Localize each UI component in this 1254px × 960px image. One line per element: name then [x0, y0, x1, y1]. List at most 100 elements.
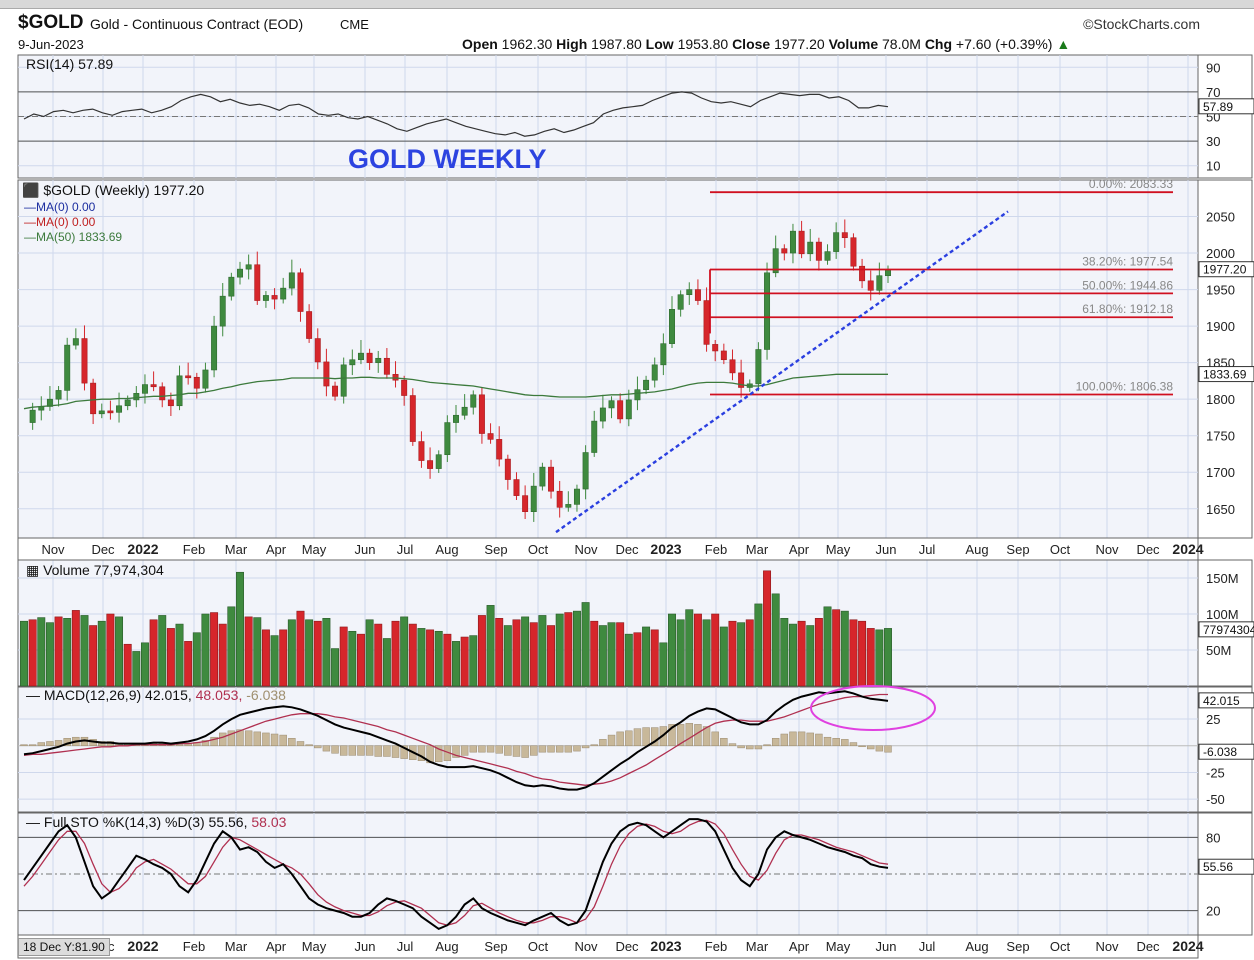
macd-histogram-bar: [331, 745, 339, 754]
candle: [807, 241, 814, 255]
volume-bar: [676, 619, 685, 687]
macd-histogram-bar: [262, 732, 270, 747]
macd-histogram-bar: [555, 745, 564, 753]
candle: [435, 454, 442, 469]
candle: [513, 479, 520, 496]
volume-bar: [417, 628, 426, 687]
chart-date: 9-Jun-2023: [18, 37, 84, 52]
macd-histogram-bar: [633, 728, 642, 747]
x-tick-label: Mar: [225, 542, 248, 557]
x-tick-label: May: [302, 939, 327, 954]
volume-label: Volume: [828, 36, 879, 52]
candle: [634, 389, 641, 401]
macd-histogram-bar: [365, 745, 374, 756]
candle: [453, 414, 459, 423]
candle: [29, 409, 36, 423]
macd-signal-value: 48.053,: [196, 687, 247, 703]
top-strip: [0, 0, 1254, 9]
sto-last-value: 55.56: [1203, 860, 1233, 874]
candle: [608, 400, 615, 409]
candle: [297, 272, 304, 312]
x-tick-label: Feb: [183, 939, 205, 954]
rsi-legend: RSI(14) 57.89: [26, 56, 113, 72]
volume-bar: [702, 619, 711, 687]
volume-bar: [28, 619, 37, 687]
candle: [116, 405, 123, 413]
volume-bar: [184, 641, 193, 687]
candle: [686, 289, 693, 296]
macd-histogram-bar: [175, 744, 184, 747]
candle: [729, 359, 736, 374]
price-last-value-box: [1198, 261, 1254, 278]
macd-histogram-bar: [357, 745, 365, 756]
high-value: 1987.80: [591, 36, 642, 52]
volume-bar: [452, 641, 460, 687]
macd-histogram-bar: [780, 733, 789, 747]
volume-bar: [685, 609, 694, 687]
sto-d-value: 58.03: [251, 814, 286, 830]
candle: [738, 372, 745, 388]
volume-bar: [469, 635, 478, 687]
macd-histogram-bar: [253, 731, 261, 747]
macd-histogram-bar: [452, 745, 460, 758]
macd-histogram-bar: [806, 732, 814, 747]
candle: [219, 295, 226, 327]
x-tick-label: Oct: [1050, 542, 1071, 557]
macd-histogram-bar: [20, 744, 28, 747]
macd-histogram-bar: [270, 733, 279, 747]
volume-bar: [374, 623, 383, 687]
volume-bar: [270, 635, 279, 687]
gold-weekly-annotation: GOLD WEEKLY: [348, 144, 547, 174]
volume-bar: [840, 610, 849, 687]
macd-histogram-value: -6.038: [246, 687, 286, 703]
candle: [288, 272, 295, 289]
volume-bar: [279, 629, 288, 687]
x-tick-label: Sep: [1006, 542, 1029, 557]
y-tick-label: -25: [1206, 765, 1225, 780]
y-tick-label: 2000: [1206, 246, 1235, 261]
close-label: Close: [732, 36, 771, 52]
macd-histogram-bar: [504, 745, 512, 756]
volume-bar: [115, 616, 124, 687]
macd-histogram-bar: [227, 730, 236, 747]
y-tick-label: 1950: [1206, 283, 1235, 298]
volume-bar: [642, 626, 651, 687]
candle: [64, 344, 71, 391]
volume-bar: [564, 612, 573, 687]
candle: [539, 466, 546, 487]
volume-bar: [512, 619, 521, 687]
macd-histogram-bar: [538, 745, 547, 753]
macd-histogram-bar: [875, 745, 884, 752]
x-tick-label: Jun: [355, 939, 376, 954]
candle: [211, 325, 218, 371]
candle: [669, 309, 675, 344]
y-tick-label: 70: [1206, 85, 1220, 100]
volume-bar: [693, 613, 702, 687]
candle: [392, 374, 399, 381]
volume-bar: [607, 622, 616, 687]
y-tick-label: 25: [1206, 712, 1220, 727]
fib-level-label: 0.00%: 2083.33: [1089, 177, 1173, 191]
candle: [885, 269, 891, 277]
fib-level-label: 61.80%: 1912.18: [1082, 302, 1173, 316]
volume-bar: [210, 612, 219, 687]
x-tick-label: Aug: [965, 542, 988, 557]
macd-histogram-bar: [296, 741, 305, 747]
candle: [176, 375, 183, 407]
macd-histogram-bar: [823, 736, 832, 747]
ma50-last-value: 1833.69: [1203, 368, 1247, 382]
candle: [202, 369, 209, 389]
volume-bar: [89, 625, 98, 687]
volume-bar: [443, 633, 452, 687]
volume-bar: [737, 622, 746, 687]
macd-histogram-bar: [797, 731, 806, 747]
macd-histogram-bar: [521, 745, 529, 758]
volume-bar: [555, 613, 564, 687]
x-tick-label: Aug: [435, 939, 458, 954]
candle: [504, 458, 511, 480]
macd-line: [23, 690, 889, 791]
candle: [245, 264, 252, 270]
macd-histogram-bar: [391, 745, 400, 758]
volume-bar: [391, 620, 400, 687]
